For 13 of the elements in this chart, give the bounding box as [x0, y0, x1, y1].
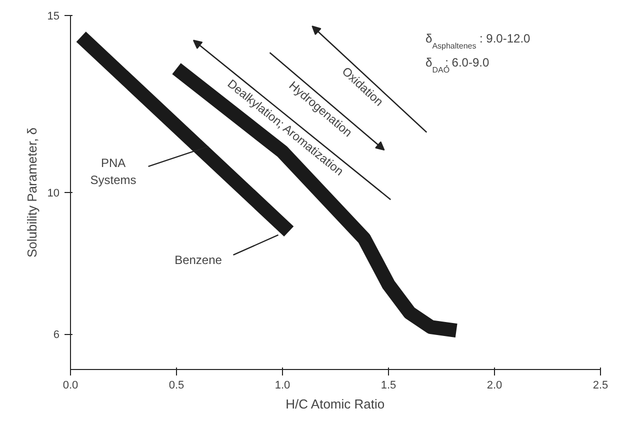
x-axis-title: H/C Atomic Ratio	[286, 396, 385, 412]
x-tick-label: 1.0	[274, 380, 290, 392]
y-tick-label: 15	[47, 10, 60, 22]
annotation: PNA Systems	[90, 156, 136, 187]
y-tick-label: 6	[53, 329, 60, 342]
x-tick-label: 2.5	[592, 380, 608, 392]
x-tick-label: 0.5	[168, 380, 184, 392]
x-tick-label: 0.0	[62, 380, 78, 392]
y-axis-title: Solubility Parameter, δ	[24, 127, 40, 258]
y-tick-label: 10	[47, 188, 60, 200]
x-tick-label: 2.0	[486, 380, 502, 392]
annotation: Benzene	[174, 252, 222, 267]
x-tick-label: 1.5	[380, 380, 396, 392]
